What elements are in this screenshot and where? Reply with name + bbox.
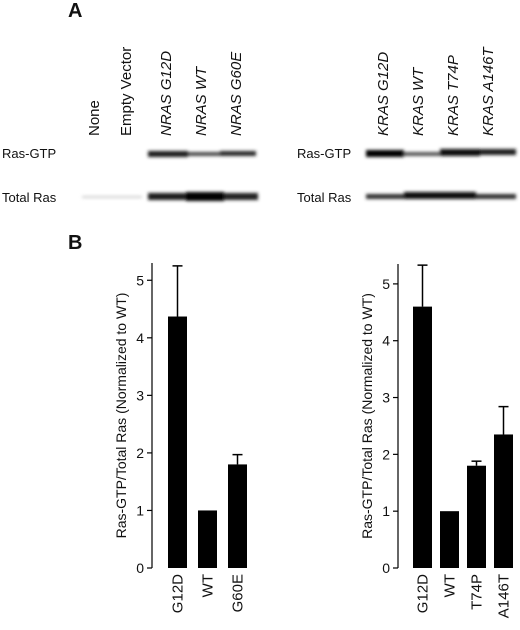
- y-tick-label: 0: [382, 560, 390, 576]
- x-tick-label: G12D: [415, 574, 432, 613]
- bar-g12d: [413, 306, 432, 568]
- y-tick-label: 5: [382, 276, 390, 292]
- y-tick-label: 2: [382, 446, 390, 462]
- x-tick-label: G12D: [170, 574, 187, 613]
- left-blot-ras-gtp-bands: [148, 151, 256, 157]
- y-tick-label: 3: [382, 390, 390, 406]
- x-tick-label: G60E: [230, 574, 247, 612]
- x-tick-label: WT: [200, 574, 217, 597]
- panel-b-label: B: [68, 232, 83, 254]
- bar-chart-kras: 0 1 2 3 4 5 Ras-GTP/Total Ras (Normalized to W…: [359, 264, 513, 618]
- right-row-label-ras-gtp: Ras-GTP: [297, 146, 352, 161]
- y-axis-label: Ras-GTP/Total Ras (Normalized to WT): [113, 293, 129, 539]
- western-blot-images: [82, 149, 516, 201]
- right-blot-total-ras-bands: [366, 192, 516, 199]
- bar-g60e: [228, 464, 247, 568]
- bar-a146t: [494, 434, 513, 568]
- right-blot-ras-gtp-bands: [366, 149, 516, 157]
- y-tick-label: 1: [136, 502, 144, 518]
- y-tick-label: 1: [382, 503, 390, 519]
- left-blot-total-ras-bands: [82, 192, 258, 201]
- panel-a-label: A: [68, 0, 83, 22]
- y-tick-label: 4: [382, 333, 390, 349]
- left-row-label-ras-gtp: Ras-GTP: [2, 146, 57, 161]
- right-row-label-total-ras: Total Ras: [297, 190, 352, 205]
- bar-g12d: [168, 316, 187, 568]
- y-tick-label: 3: [136, 387, 144, 403]
- bar-wt: [440, 511, 459, 568]
- y-axis-label: Ras-GTP/Total Ras (Normalized to WT): [359, 293, 375, 539]
- x-tick-label: WT: [442, 574, 459, 597]
- y-tick-label: 0: [136, 560, 144, 576]
- bar-wt: [198, 510, 217, 568]
- x-tick-label: T74P: [469, 574, 486, 610]
- bar-chart-nras: 0 1 2 3 4 5 Ras-GTP/Total Ras (Normalized to W…: [113, 263, 247, 613]
- bar-t74p: [467, 465, 486, 568]
- x-tick-label: A146T: [496, 574, 513, 618]
- left-row-label-total-ras: Total Ras: [2, 190, 57, 205]
- y-tick-label: 5: [136, 272, 144, 288]
- y-tick-label: 2: [136, 445, 144, 461]
- y-tick-label: 4: [136, 330, 144, 346]
